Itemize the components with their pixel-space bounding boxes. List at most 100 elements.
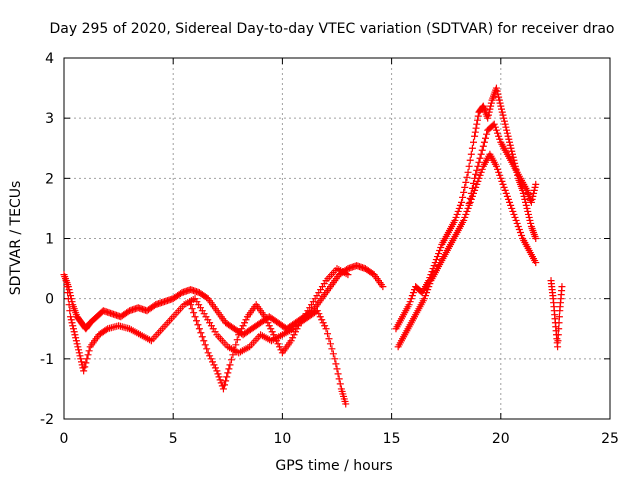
data-point [424, 286, 432, 294]
data-point [216, 376, 224, 384]
data-point [451, 216, 459, 224]
data-point [468, 184, 476, 192]
data-point [71, 331, 79, 339]
data-point [229, 351, 237, 359]
y-tick-label: 4 [45, 51, 54, 67]
data-point [408, 292, 416, 300]
data-point [211, 364, 219, 372]
data-point [528, 195, 536, 203]
data-point [462, 178, 470, 186]
data-point [467, 189, 475, 197]
data-point [554, 331, 562, 339]
data-point [77, 355, 85, 363]
data-point [328, 345, 336, 353]
data-point [242, 316, 250, 324]
y-tick-label: -1 [40, 352, 54, 368]
data-point [316, 313, 324, 321]
data-point [462, 210, 470, 218]
data-point [268, 328, 276, 336]
data-point [530, 189, 538, 197]
data-point [518, 231, 526, 239]
data-point [464, 204, 472, 212]
data-point [522, 201, 530, 209]
data-point [502, 189, 510, 197]
data-point [62, 277, 70, 285]
data-point [474, 177, 482, 185]
data-point [466, 194, 474, 202]
data-point [329, 350, 337, 358]
data-point [336, 380, 344, 388]
data-point [406, 298, 414, 306]
data-point [453, 210, 461, 218]
data-point [432, 256, 440, 264]
x-tick-label: 10 [273, 431, 291, 447]
data-point [494, 165, 502, 173]
series-track-1 [60, 262, 387, 339]
data-point [495, 168, 503, 176]
data-point [490, 120, 498, 128]
data-point [198, 333, 206, 341]
data-point [524, 210, 532, 218]
data-point [492, 162, 500, 170]
data-point [467, 150, 475, 158]
data-point [423, 289, 431, 297]
data-point [467, 195, 475, 203]
data-point [187, 301, 195, 309]
data-point [223, 373, 231, 381]
data-point [267, 325, 275, 333]
data-point [230, 346, 238, 354]
data-point [344, 271, 352, 279]
data-point [503, 129, 511, 137]
data-point [82, 359, 90, 367]
data-point [477, 150, 485, 158]
data-point [85, 347, 93, 355]
data-point [507, 201, 515, 209]
data-point [70, 328, 78, 336]
data-point [477, 168, 485, 176]
data-point [507, 144, 515, 152]
data-point [524, 207, 532, 215]
data-point [473, 120, 481, 128]
data-point [511, 213, 519, 221]
data-point [472, 183, 480, 191]
data-point [506, 138, 514, 146]
data-point [460, 188, 468, 196]
data-point [530, 186, 538, 194]
data-point [498, 177, 506, 185]
data-point [433, 253, 441, 261]
data-point [265, 322, 273, 330]
data-point [203, 345, 211, 353]
data-point [239, 322, 247, 330]
data-point [221, 381, 229, 389]
data-point [471, 132, 479, 140]
data-point [485, 108, 493, 116]
data-point [500, 114, 508, 122]
data-point [513, 219, 521, 227]
data-point [484, 114, 492, 122]
data-point [326, 340, 334, 348]
data-point [475, 158, 483, 166]
data-point [514, 222, 522, 230]
data-point [425, 283, 433, 291]
data-point [331, 355, 339, 363]
axis-ticks: 0 5 10 15 20 25 -2 -1 0 1 2 3 4 [40, 51, 619, 447]
data-point [236, 328, 244, 336]
data-point [472, 170, 480, 178]
data-point [287, 337, 295, 345]
data-point [409, 289, 417, 297]
data-point [496, 99, 504, 107]
data-point [191, 313, 199, 321]
y-tick-label: 1 [45, 232, 54, 248]
data-point [209, 358, 217, 366]
data-point [214, 370, 222, 378]
data-point [66, 307, 74, 315]
data-point [457, 198, 465, 206]
data-point [523, 204, 531, 212]
data-point [190, 309, 198, 317]
data-point [505, 135, 513, 143]
data-point [342, 400, 350, 408]
data-point [192, 317, 200, 325]
data-point [235, 331, 243, 339]
data-point [233, 336, 241, 344]
data-points [60, 84, 566, 408]
